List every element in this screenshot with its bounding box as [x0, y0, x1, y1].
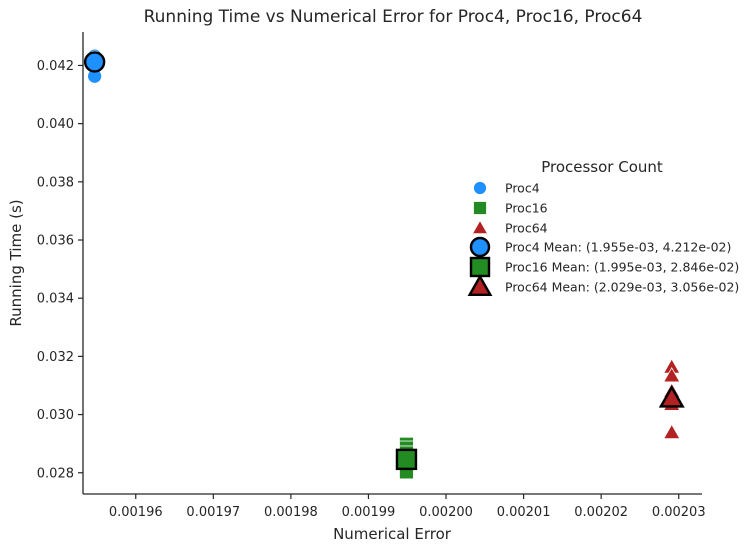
x-tick-label: 0.00202 [574, 505, 628, 520]
mean-markers [83, 51, 685, 471]
legend-marker-proc16 [473, 201, 487, 215]
legend-mean-label: Proc64 Mean: (2.029e-03, 3.056e-02) [505, 280, 739, 295]
legend-label: Proc64 [505, 221, 548, 236]
chart-title: Running Time vs Numerical Error for Proc… [144, 7, 643, 27]
x-tick-label: 0.00200 [419, 505, 473, 520]
x-ticks: 0.00196 0.00197 0.00198 0.00199 0.00200 0.002… [109, 494, 706, 520]
legend-mean-marker-proc16 [469, 256, 491, 278]
y-tick-label: 0.034 [37, 292, 74, 307]
y-tick-label: 0.038 [37, 175, 74, 190]
mean-marker-proc4 [83, 51, 106, 73]
mean-marker-proc16 [395, 448, 418, 471]
x-tick-label: 0.00197 [186, 505, 240, 520]
mean-marker-proc64 [658, 384, 685, 408]
data-point-proc64 [663, 423, 681, 440]
x-tick-label: 0.00196 [109, 505, 163, 520]
x-tick-label: 0.00198 [264, 505, 318, 520]
y-axis-label: Running Time (s) [7, 199, 25, 326]
legend: Processor Count Proc4 Proc16 Proc64 Proc4 M… [467, 158, 739, 296]
legend-label: Proc4 [505, 181, 540, 196]
legend-mean-label: Proc4 Mean: (1.955e-03, 4.212e-02) [505, 240, 731, 255]
y-tick-label: 0.030 [37, 408, 74, 423]
x-tick-label: 0.00201 [497, 505, 551, 520]
legend-mean-marker-proc4 [469, 236, 491, 258]
x-tick-label: 0.00203 [652, 505, 706, 520]
legend-marker-proc64 [471, 219, 489, 235]
y-tick-label: 0.036 [37, 234, 74, 249]
legend-marker-proc4 [473, 181, 487, 195]
x-tick-label: 0.00199 [342, 505, 396, 520]
y-tick-label: 0.040 [37, 117, 74, 132]
y-tick-label: 0.028 [37, 466, 74, 481]
y-tick-label: 0.042 [37, 59, 74, 74]
data-point-proc64 [663, 367, 681, 383]
y-tick-label: 0.032 [37, 350, 74, 365]
legend-mean-label: Proc16 Mean: (1.995e-03, 2.846e-02) [505, 260, 739, 275]
axes [82, 32, 702, 495]
x-axis-label: Numerical Error [333, 525, 452, 543]
legend-items: Proc4 Proc16 Proc64 Proc4 Mean: (1.955e-03,… [467, 181, 739, 296]
legend-title: Processor Count [541, 158, 663, 176]
y-ticks: 0.028 0.030 0.032 0.034 0.036 0.038 0.040 0.042 [37, 59, 83, 481]
legend-label: Proc16 [505, 201, 548, 216]
legend-mean-marker-proc64 [467, 274, 493, 296]
